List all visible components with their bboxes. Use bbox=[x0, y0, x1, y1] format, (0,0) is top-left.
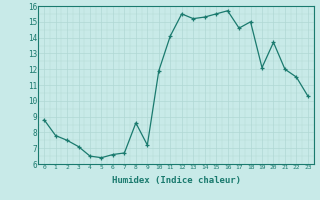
X-axis label: Humidex (Indice chaleur): Humidex (Indice chaleur) bbox=[111, 176, 241, 185]
